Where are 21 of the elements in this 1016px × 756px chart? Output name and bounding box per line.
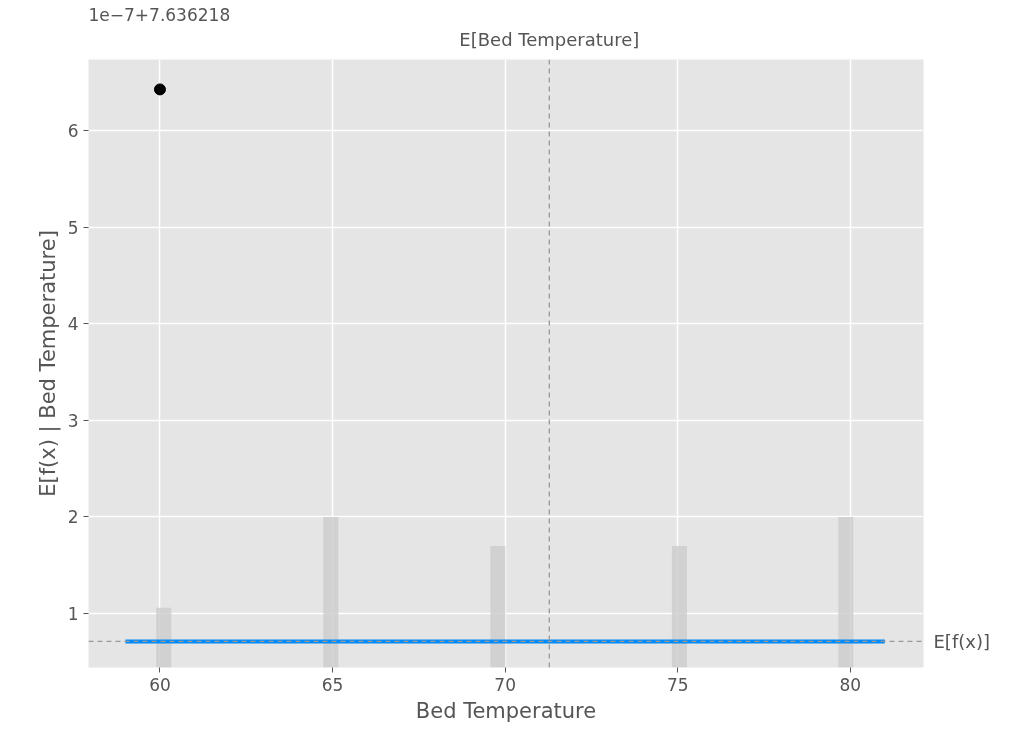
bar	[671, 545, 687, 668]
y-tick-label: 6	[67, 121, 79, 142]
x-tick-label: 70	[494, 674, 516, 695]
y-tick-label: 2	[67, 507, 79, 528]
x-tick-label: 75	[666, 674, 689, 695]
text: 1e−7+7.636218	[88, 4, 231, 25]
x-tick-label: 65	[321, 674, 344, 695]
x-axis-title: Bed Temperature	[415, 698, 597, 723]
y-tick-label: 5	[67, 217, 79, 238]
y-axis-title: E[f(x) | Bed Temperature]	[35, 230, 61, 497]
bar	[323, 516, 339, 668]
y-tick-label: 1	[67, 603, 79, 624]
bar	[490, 545, 506, 668]
y-tick-label: 3	[67, 410, 79, 431]
bar	[838, 516, 854, 668]
y-tick-label: 4	[67, 314, 79, 335]
x-tick-label: 80	[839, 674, 862, 695]
bar	[156, 607, 172, 668]
ref-line-label: E[f(x)]	[933, 630, 990, 652]
ref-line-label: E[Bed Temperature]	[459, 28, 640, 50]
x-tick-label: 60	[149, 674, 171, 695]
